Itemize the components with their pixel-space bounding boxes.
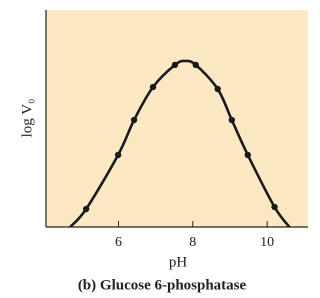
data-point bbox=[82, 205, 90, 213]
data-point bbox=[171, 61, 179, 69]
chart-title: (b) Glucose 6-phosphatase bbox=[78, 277, 247, 293]
data-point bbox=[130, 116, 138, 124]
x-tick-label: 6 bbox=[115, 235, 122, 250]
x-axis-label: pH bbox=[169, 254, 188, 270]
plot-area bbox=[69, 59, 291, 227]
data-point bbox=[192, 61, 199, 69]
data-point bbox=[271, 203, 278, 211]
data-point bbox=[214, 85, 221, 93]
plot-background bbox=[46, 10, 308, 227]
x-tick-label: 8 bbox=[189, 235, 196, 250]
data-point bbox=[149, 83, 157, 91]
data-point bbox=[228, 116, 236, 124]
data-point bbox=[114, 151, 122, 159]
y-axis-label: log V₀ bbox=[19, 99, 35, 138]
chart: pH log V₀ (b) Glucose 6-phosphatase 6 8 10 bbox=[19, 10, 308, 293]
data-point bbox=[244, 151, 251, 159]
x-tick-label: 10 bbox=[260, 235, 274, 250]
